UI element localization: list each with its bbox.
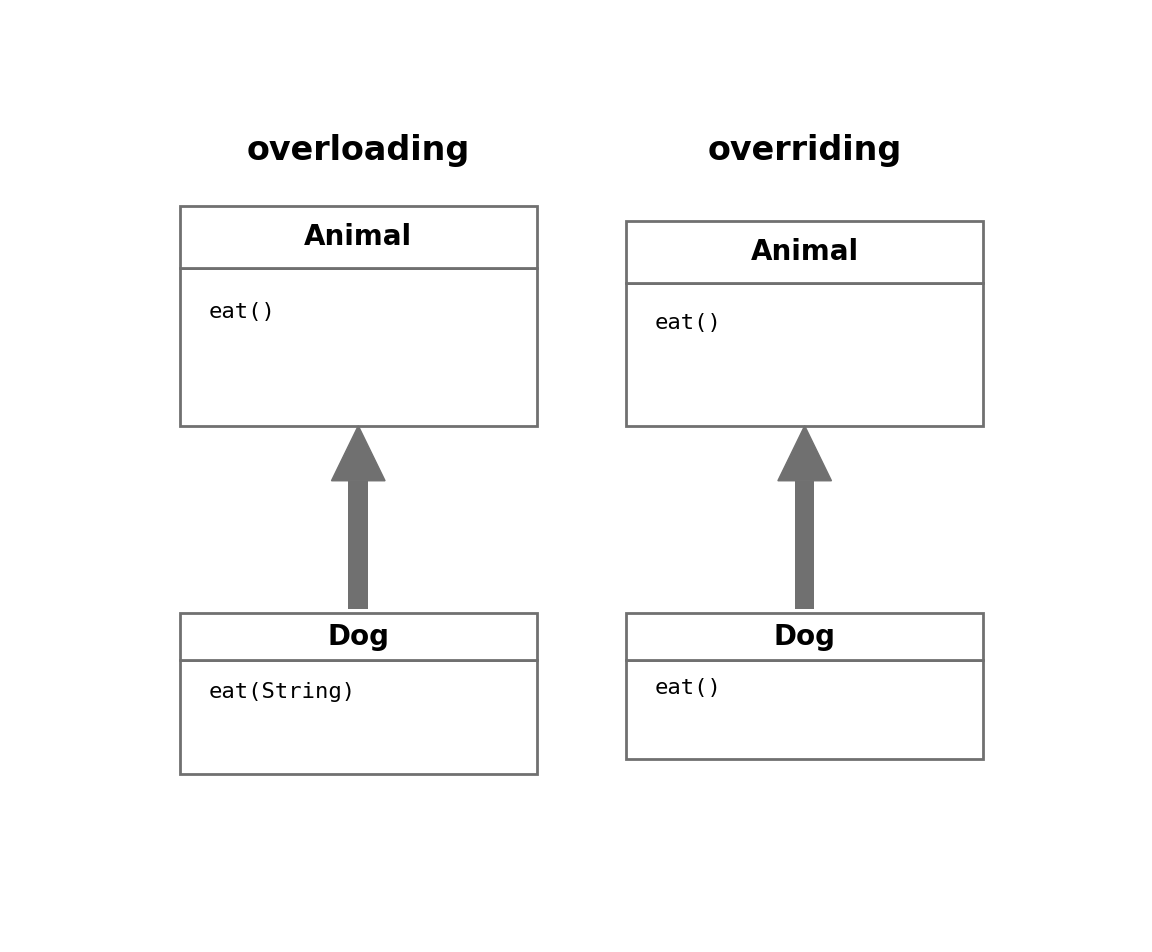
Text: Dog: Dog <box>327 623 389 650</box>
Text: eat(String): eat(String) <box>209 683 356 703</box>
Bar <box>627 661 984 760</box>
Text: overriding: overriding <box>707 134 902 168</box>
Bar <box>795 481 814 609</box>
Text: eat(): eat() <box>654 313 721 333</box>
Text: Animal: Animal <box>751 238 858 266</box>
Text: Animal: Animal <box>304 223 412 251</box>
Bar <box>627 613 984 661</box>
Text: overloading: overloading <box>247 134 470 168</box>
Bar <box>627 283 984 426</box>
Bar <box>180 613 537 661</box>
Polygon shape <box>332 426 385 481</box>
Bar <box>627 221 984 283</box>
Text: Dog: Dog <box>774 623 835 650</box>
Bar <box>348 481 369 609</box>
Polygon shape <box>778 426 832 481</box>
Text: eat(): eat() <box>654 678 721 698</box>
Bar <box>180 268 537 426</box>
Text: eat(): eat() <box>209 303 275 323</box>
Bar <box>180 661 537 774</box>
Bar <box>180 206 537 268</box>
